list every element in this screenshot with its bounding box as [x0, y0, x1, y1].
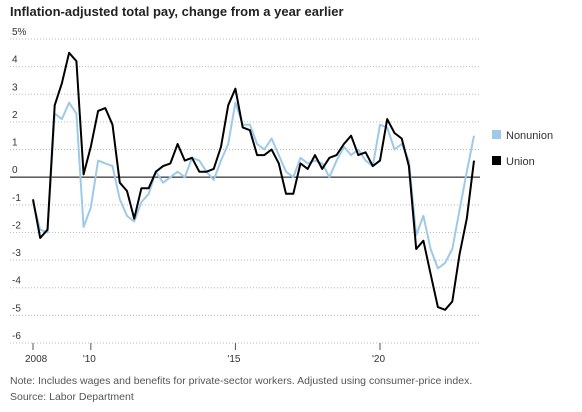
legend-label: Nonunion [506, 130, 553, 142]
y-tick-label: -5 [12, 303, 21, 314]
x-tick-label: '15 [227, 354, 240, 365]
chart-title: Inflation-adjusted total pay, change fro… [10, 4, 344, 19]
legend-label: Union [506, 156, 535, 168]
y-tick-label: -6 [12, 331, 21, 342]
y-tick-label: 2 [12, 110, 18, 121]
y-tick-label: -3 [12, 248, 21, 259]
y-tick-label: 3 [12, 82, 18, 93]
line-series [32, 51, 475, 311]
y-tick-label: 0 [12, 165, 18, 176]
note: Note: Includes wages and benefits for pr… [10, 375, 472, 387]
legend-swatch [492, 156, 501, 165]
x-tick-label: '10 [83, 354, 96, 365]
legend-swatch [492, 130, 501, 139]
y-tick-label: -1 [12, 193, 21, 204]
x-tick-label: '20 [372, 354, 385, 365]
y-tick-label: -4 [12, 276, 21, 287]
y-tick-label: 1 [12, 138, 18, 149]
y-tick-label: 4 [12, 55, 18, 66]
source: Source: Labor Department [10, 391, 134, 403]
y-tick-label: 5% [12, 27, 27, 38]
line-series [32, 101, 475, 270]
x-tick-label: 2008 [25, 354, 48, 365]
y-tick-label: -2 [12, 220, 21, 231]
